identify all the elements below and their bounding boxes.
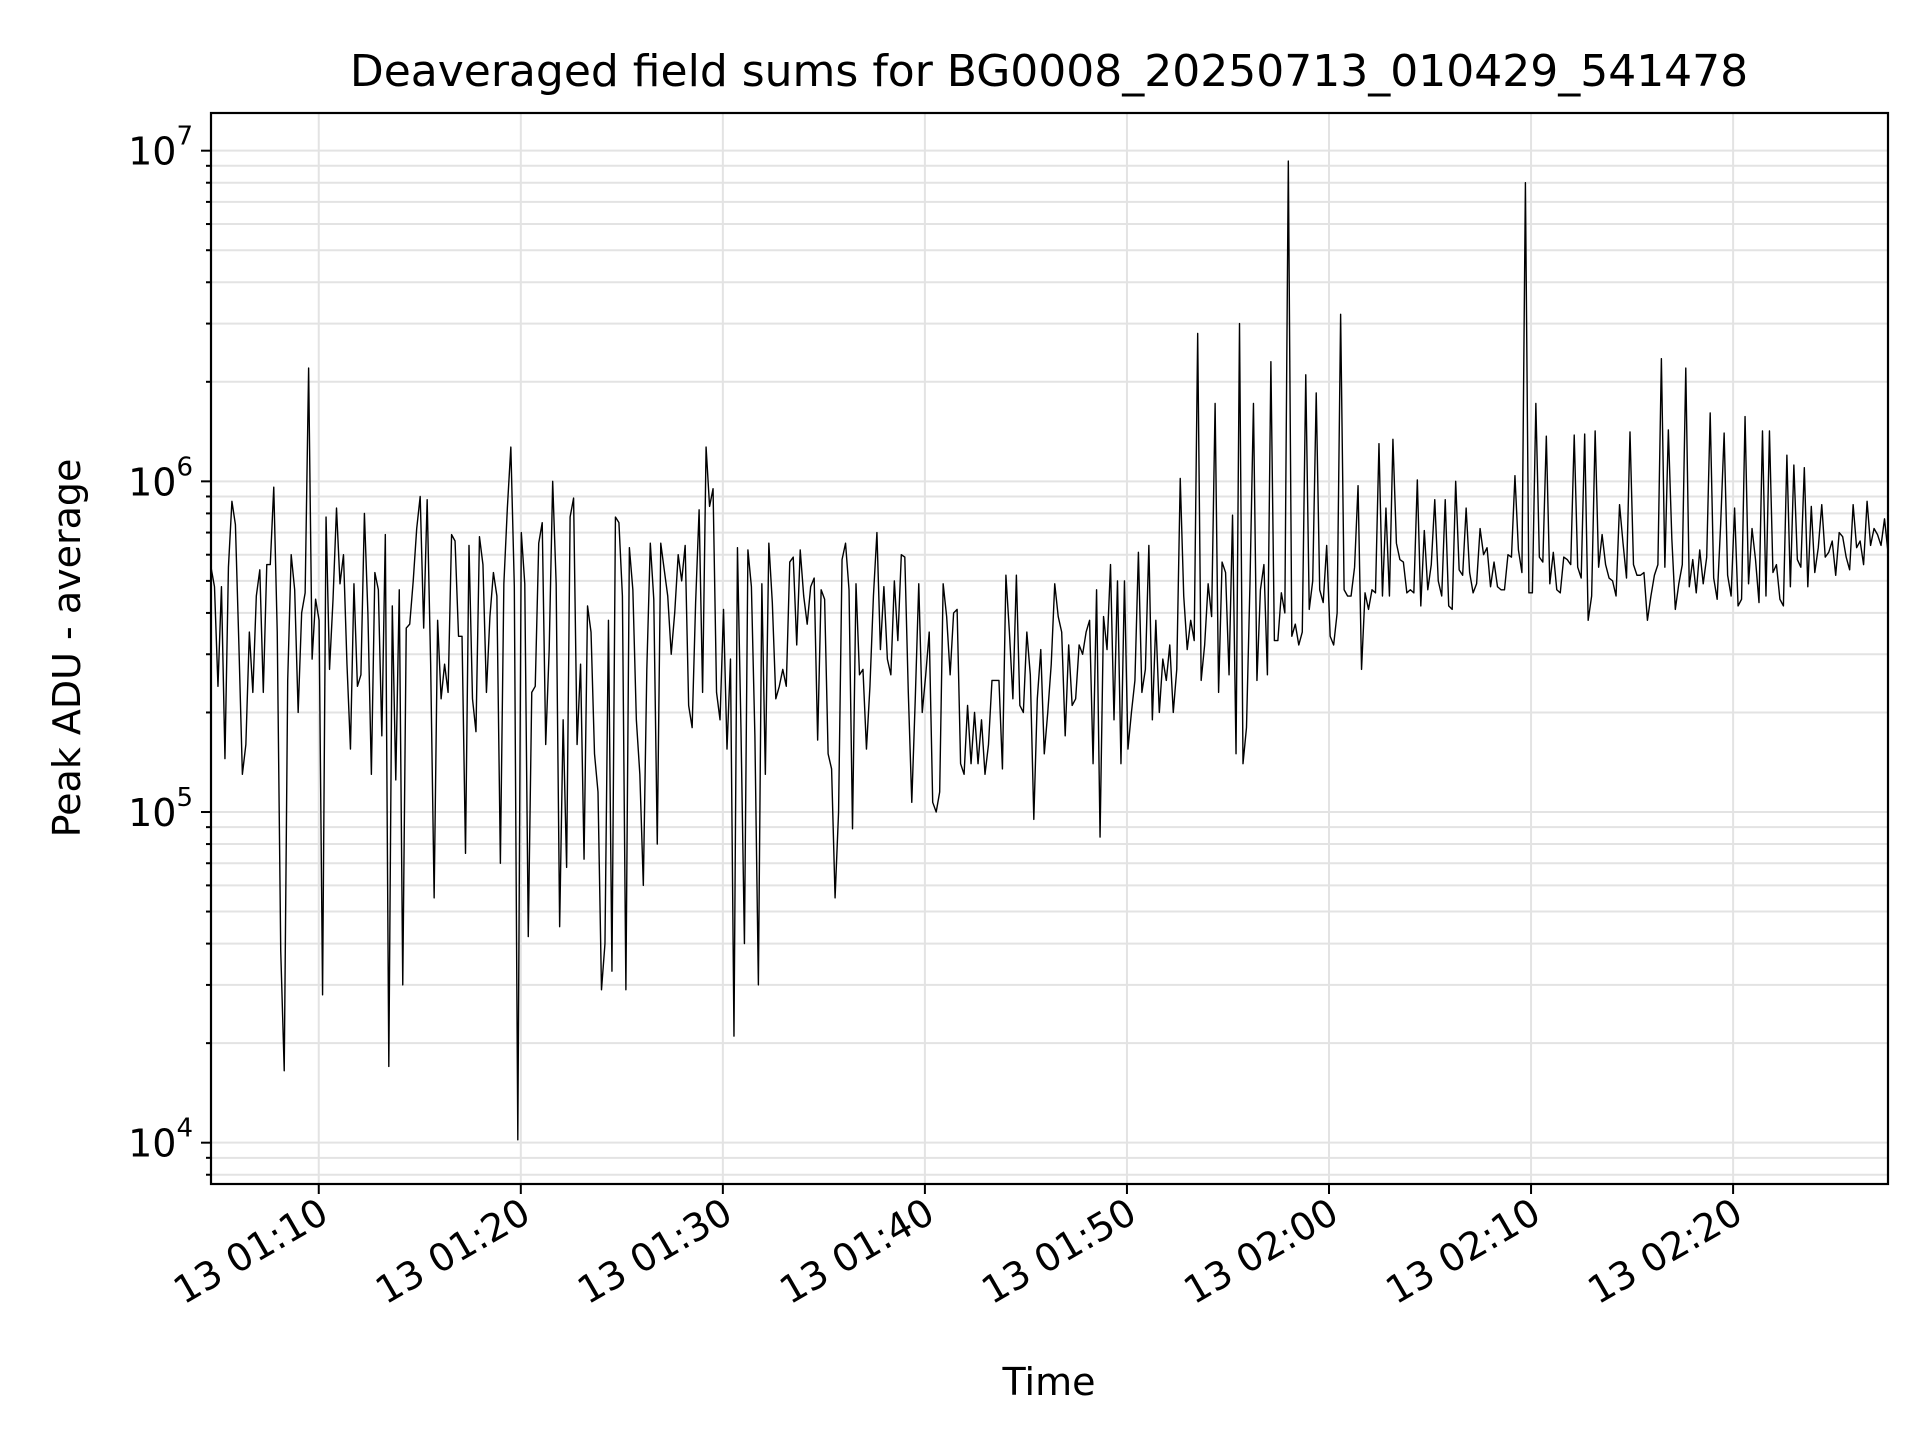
y-tick-label: 104 [128,1114,193,1166]
series-layer [210,160,1889,1141]
chart-title: Deaveraged field sums for BG0008_2025071… [350,46,1748,97]
plot-frame [209,111,1890,1186]
x-tick-label: 13 01:30 [570,1190,739,1313]
y-tick-label: 107 [128,122,193,174]
y-tick-label: 106 [128,452,193,504]
y-axis-label: Peak ADU - average [45,459,89,838]
x-tick-label: 13 02:20 [1580,1190,1749,1313]
y-tick-label: 105 [128,783,193,835]
x-tick-label: 13 01:40 [772,1190,941,1313]
x-axis-label: Time [1002,1360,1096,1404]
x-tick-label: 13 02:00 [1176,1190,1345,1313]
axis-ticks: 13 01:10 13 01:20 13 01:30 13 01:40 13 01:50… [128,122,1750,1313]
x-tick-label: 13 02:10 [1378,1190,1547,1313]
grid-lines [211,113,1888,1184]
x-tick-label: 13 01:10 [166,1190,335,1313]
x-tick-label: 13 01:50 [974,1190,1143,1313]
series-line [210,160,1889,1141]
x-tick-label: 13 01:20 [368,1190,537,1313]
